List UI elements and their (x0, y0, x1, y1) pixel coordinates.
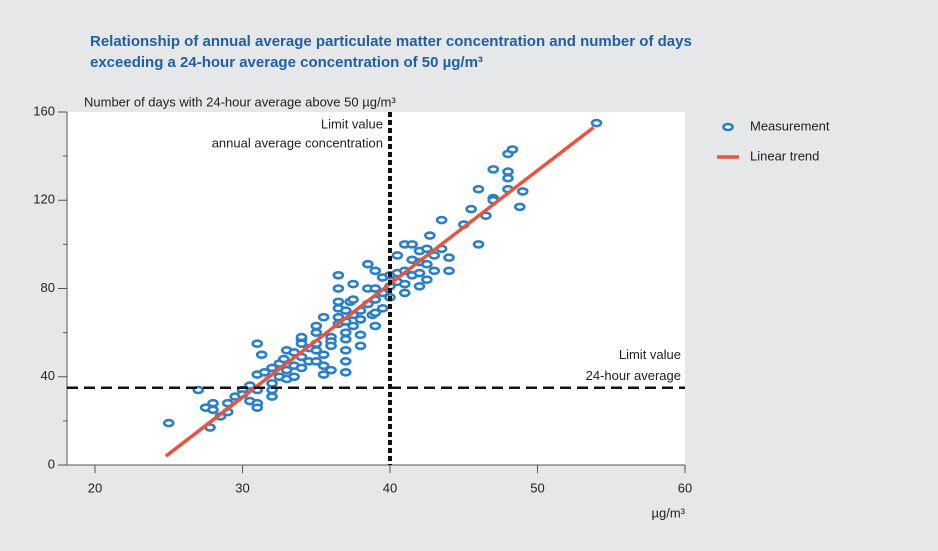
scatter-point (354, 315, 367, 324)
scatter-point (506, 145, 519, 154)
scatter-point (398, 288, 411, 298)
scatter-point (465, 204, 477, 214)
scatter-point (339, 357, 352, 366)
scatter-point (443, 253, 455, 262)
scatter-point (398, 279, 411, 289)
scatter-point (413, 268, 426, 278)
scatter-point (424, 231, 436, 240)
reference-label: 24-hour average (586, 368, 681, 383)
scatter-point (295, 332, 308, 342)
trend-line (164, 126, 595, 458)
scatter-point (590, 118, 603, 128)
scatter-point (502, 173, 514, 183)
y-tick-label: 80 (41, 280, 55, 295)
x-tick-label: 50 (530, 480, 544, 495)
y-axis-label: Number of days with 24-hour average abov… (84, 94, 396, 109)
scatter-point (310, 328, 323, 337)
scatter-point (369, 308, 382, 318)
y-tick-label: 0 (48, 456, 55, 471)
scatter-point (421, 259, 433, 269)
scatter-point (317, 350, 330, 359)
scatter-point (266, 363, 278, 373)
scatter-point (487, 165, 500, 174)
scatter-point (317, 370, 330, 379)
scatter-point (310, 321, 323, 331)
scatter-point (428, 266, 441, 276)
scatter-point (421, 244, 433, 254)
y-tick-label: 40 (41, 368, 55, 383)
scatter-point (266, 379, 278, 388)
scatter-point (472, 184, 485, 194)
scatter-point (369, 266, 382, 276)
scatter-point (332, 297, 345, 307)
scatter-point (278, 354, 290, 364)
scatter-point (280, 365, 293, 375)
scatter-point (317, 312, 330, 322)
y-tick-label: 160 (33, 103, 55, 118)
scatter-point (258, 368, 271, 377)
scatter-point (332, 284, 345, 293)
reference-label: annual average concentration (212, 135, 383, 150)
scatter-point (391, 251, 404, 260)
scatter-point (317, 361, 330, 371)
chart-title: Relationship of annual average particula… (90, 33, 692, 50)
scatter-point (310, 357, 323, 366)
scatter-point (251, 339, 264, 348)
scatter-point (354, 330, 367, 340)
scatter-point (162, 418, 175, 428)
scatter-point (421, 275, 433, 284)
scatter-point (376, 304, 389, 313)
scatter-point (369, 284, 382, 293)
scatter-point (362, 259, 374, 269)
scatter-point (310, 345, 323, 355)
scatter-point (369, 321, 382, 331)
scatter-point (339, 328, 352, 337)
scatter-point (339, 334, 352, 344)
scatter-point (339, 345, 352, 355)
legend-label: Linear trend (750, 148, 819, 163)
scatter-point (472, 240, 485, 249)
scatter-point (516, 187, 529, 196)
y-tick-label: 120 (33, 192, 55, 207)
legend-label: Measurement (750, 118, 830, 133)
x-tick-label: 40 (383, 480, 397, 495)
scatter-point (251, 403, 264, 412)
scatter-point (347, 279, 359, 289)
scatter-point (413, 281, 426, 291)
scatter-point (406, 240, 418, 249)
x-axis-label: µg/m³ (652, 505, 686, 520)
x-tick-label: 20 (88, 480, 102, 495)
chart-title: exceeding a 24-hour average concentratio… (90, 54, 483, 71)
scatter-point (354, 341, 367, 351)
scatter-point (502, 167, 514, 176)
scatter-point (435, 215, 448, 225)
scatter-point (332, 270, 345, 280)
x-tick-label: 60 (678, 480, 692, 495)
scatter-point (288, 372, 300, 382)
scatter-point (207, 405, 219, 415)
scatter-point (347, 321, 359, 331)
scatter-point (443, 266, 455, 276)
legend-marker (722, 122, 734, 132)
scatter-point (339, 306, 352, 315)
scatter-point (514, 202, 526, 212)
scatter-point (325, 341, 337, 351)
scatter-point (295, 363, 308, 373)
scatter-point (339, 368, 352, 377)
scatter-point (207, 398, 219, 408)
scatter-point (255, 350, 268, 359)
scatter-point (347, 295, 359, 304)
x-tick-label: 30 (235, 480, 249, 495)
reference-label: Limit value (619, 347, 681, 362)
scatter-point (266, 392, 278, 401)
scatter-point (325, 365, 337, 375)
reference-label: Limit value (321, 116, 383, 131)
